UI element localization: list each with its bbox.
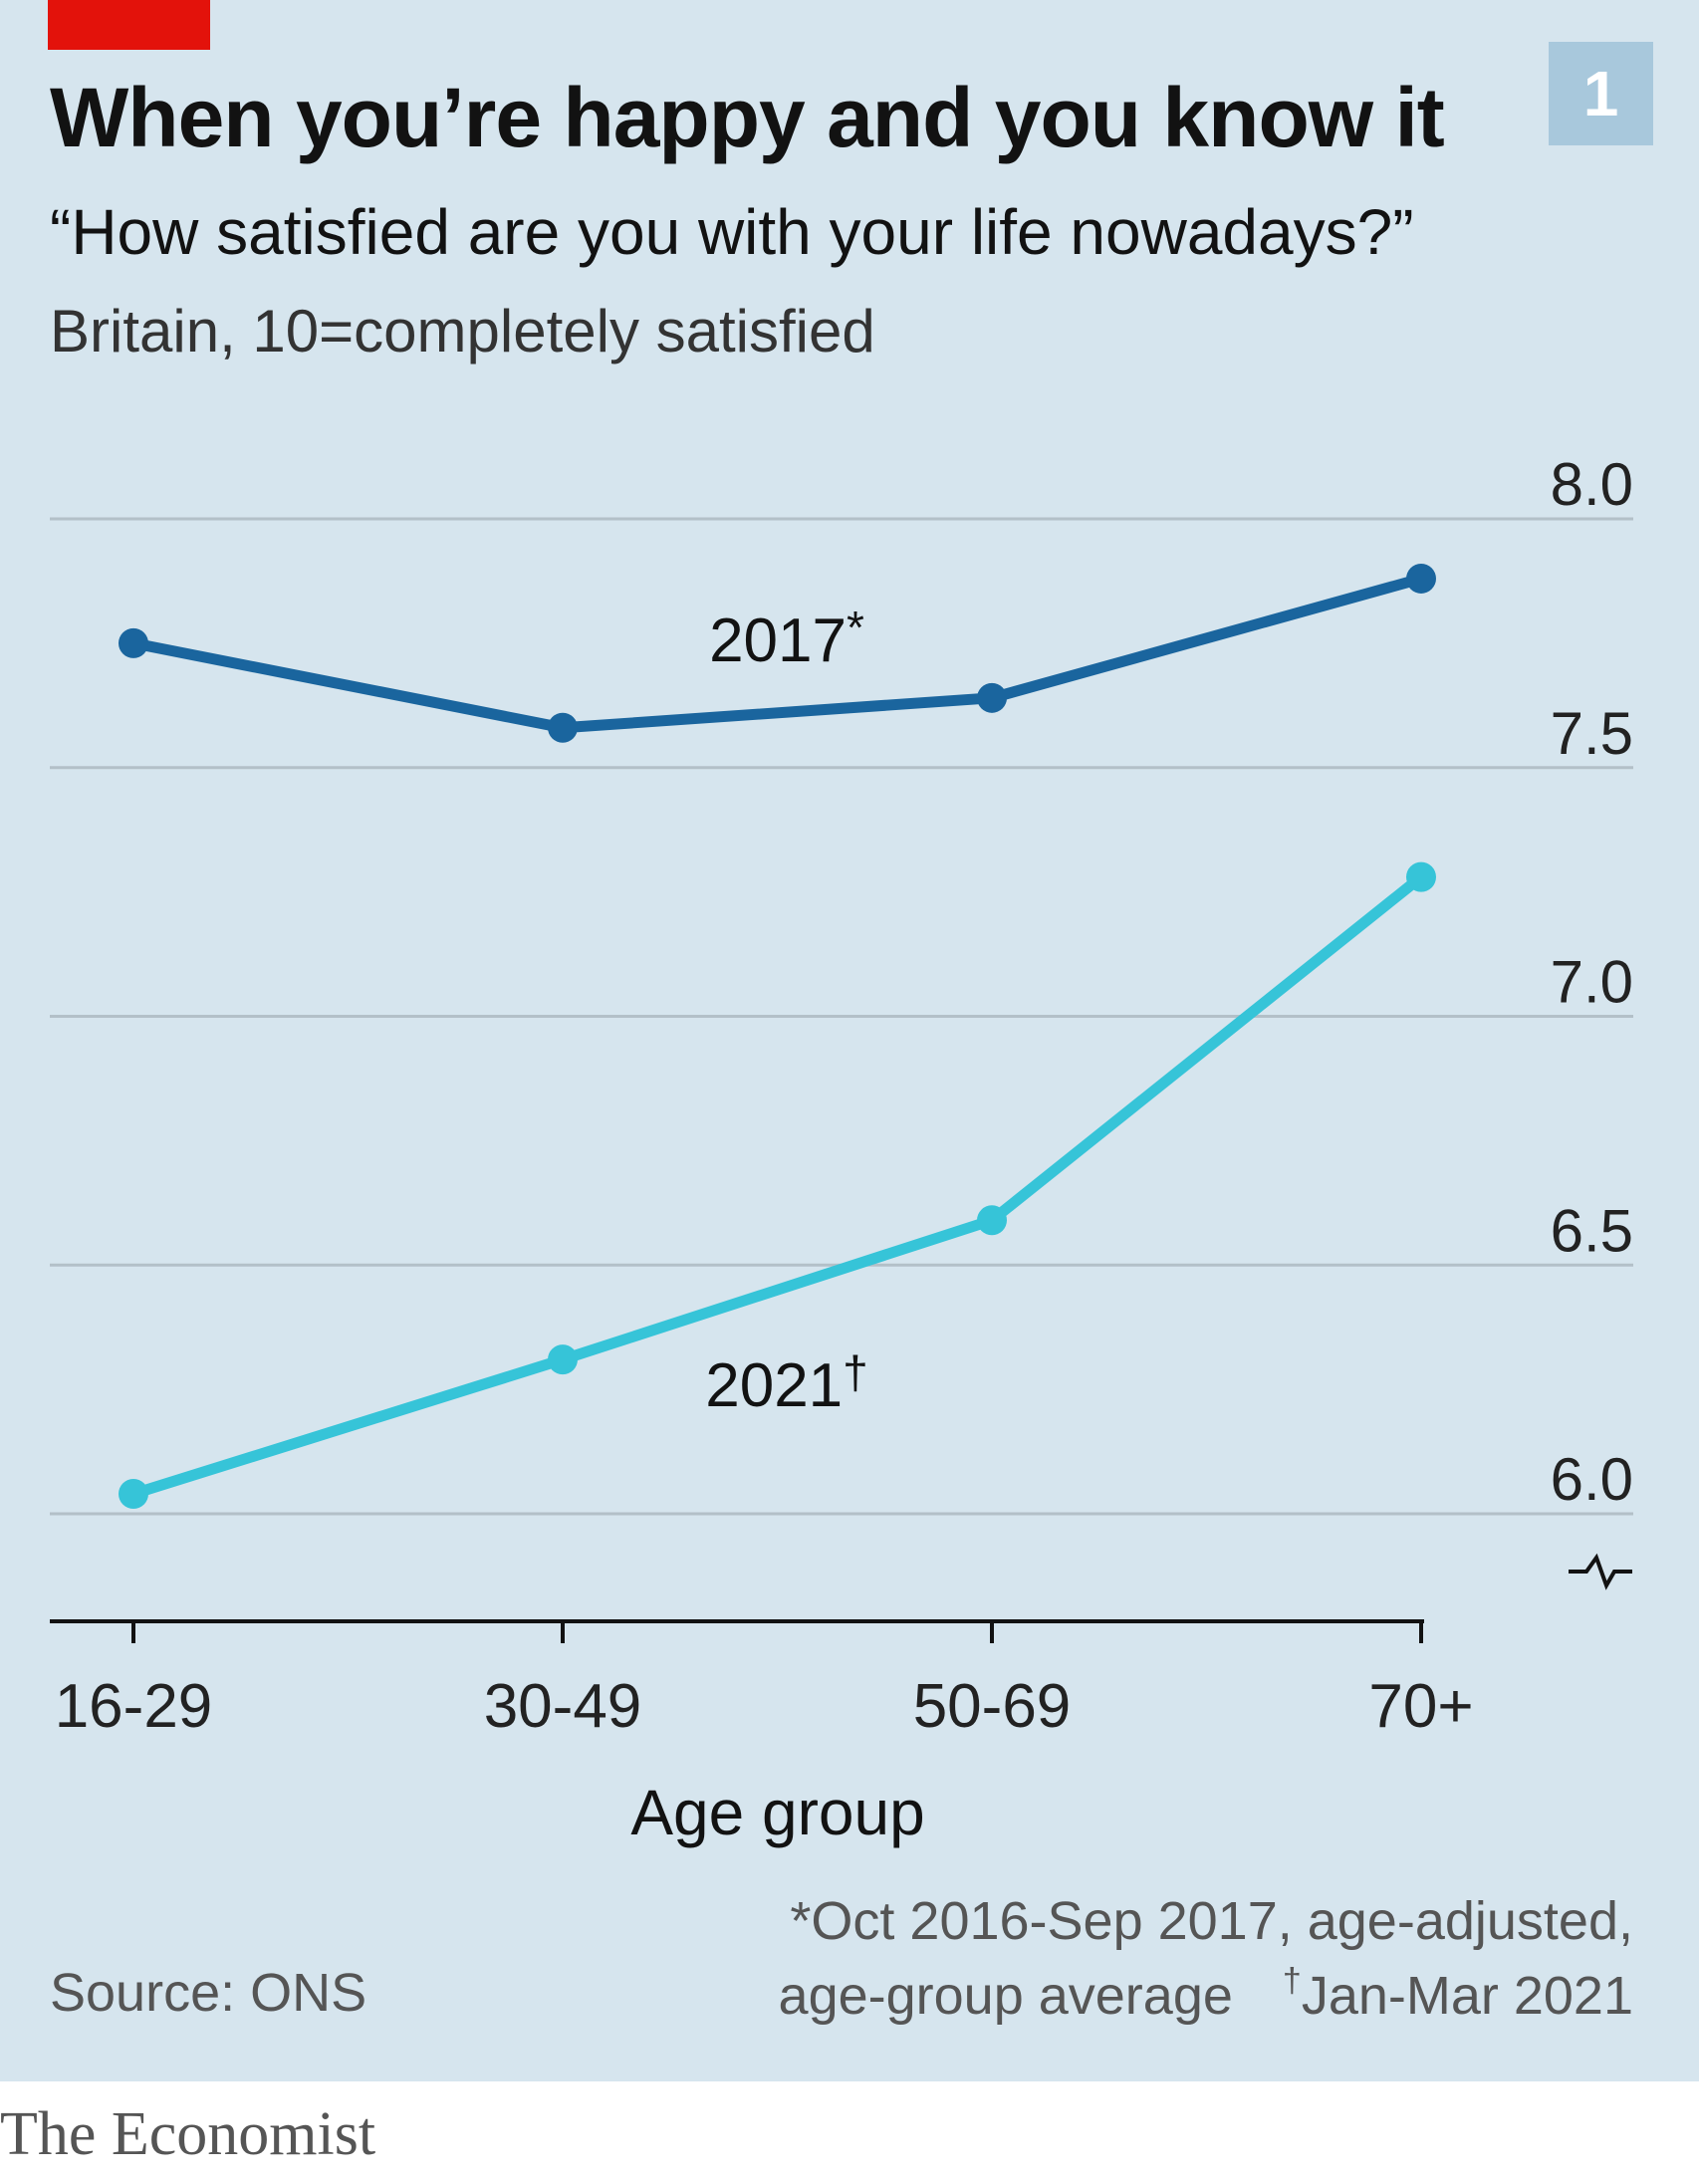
data-point-2021-70+ bbox=[1406, 861, 1436, 892]
footnote-line-2: age-group average †Jan-Mar 2021 bbox=[779, 1962, 1633, 2027]
series-label-footnote-mark: * bbox=[847, 602, 864, 653]
axis-break-icon bbox=[1569, 1553, 1632, 1590]
data-point-2021-50-69 bbox=[977, 1205, 1007, 1236]
y-tick-label: 8.0 bbox=[1551, 451, 1633, 518]
data-point-2017-30-49 bbox=[548, 712, 578, 743]
x-tick-label: 16-29 bbox=[55, 1672, 213, 1741]
series-line-2021 bbox=[127, 871, 1427, 1500]
x-tick-label: 30-49 bbox=[484, 1672, 642, 1741]
data-point-2021-30-49 bbox=[548, 1344, 578, 1375]
series-label-year: 2021 bbox=[705, 1351, 843, 1420]
brand-red-tag bbox=[48, 0, 210, 50]
axis-layer: 16-29 30-49 50-69 70+ Age group bbox=[50, 1553, 1632, 1848]
label-layer: 2017* 2021† bbox=[705, 602, 868, 1420]
chart-number-badge: 1 bbox=[1549, 42, 1653, 145]
y-tick-label: 7.5 bbox=[1551, 700, 1633, 767]
data-point-2017-70+ bbox=[1406, 563, 1436, 594]
chart-title: When you’re happy and you know it bbox=[50, 71, 1445, 164]
series-layer bbox=[119, 563, 1436, 1510]
data-point-2017-16-29 bbox=[119, 627, 148, 658]
source-note: Source: ONS bbox=[50, 1963, 367, 2023]
series-label-footnote-mark: † bbox=[843, 1346, 868, 1398]
chart-subtitle-units: Britain, 10=completely satisfied bbox=[50, 298, 875, 364]
x-tick-label: 50-69 bbox=[913, 1672, 1072, 1741]
series-label-2021: 2021† bbox=[705, 1346, 868, 1420]
y-tick-label: 6.0 bbox=[1551, 1446, 1633, 1513]
data-point-2021-16-29 bbox=[119, 1479, 148, 1510]
chart-subtitle: “How satisfied are you with your life no… bbox=[50, 196, 1414, 268]
line-chart: 8.0 7.5 7.0 6.5 6.0 16-29 30-49 50-69 70+ Age gr… bbox=[50, 451, 1633, 1848]
footnote-line-1: *Oct 2016-Sep 2017, age-adjusted, bbox=[790, 1891, 1633, 1951]
series-label-2017: 2017* bbox=[709, 602, 864, 675]
economist-brand: The Economist bbox=[0, 2100, 376, 2168]
footnote-age-group: age-group average bbox=[778, 1966, 1233, 2026]
series-line-2017 bbox=[127, 573, 1427, 734]
y-tick-label: 7.0 bbox=[1551, 949, 1633, 1016]
chart-panel: 1 When you’re happy and you know it “How… bbox=[0, 0, 1699, 2081]
x-axis-title: Age group bbox=[630, 1777, 924, 1848]
y-tick-label: 6.5 bbox=[1551, 1197, 1633, 1264]
footnote-period: Jan-Mar 2021 bbox=[1301, 1966, 1633, 2026]
series-label-year: 2017 bbox=[709, 607, 847, 675]
footnote-dagger: † bbox=[1282, 1962, 1302, 2000]
data-point-2017-50-69 bbox=[977, 682, 1007, 713]
x-tick-label: 70+ bbox=[1368, 1672, 1473, 1741]
